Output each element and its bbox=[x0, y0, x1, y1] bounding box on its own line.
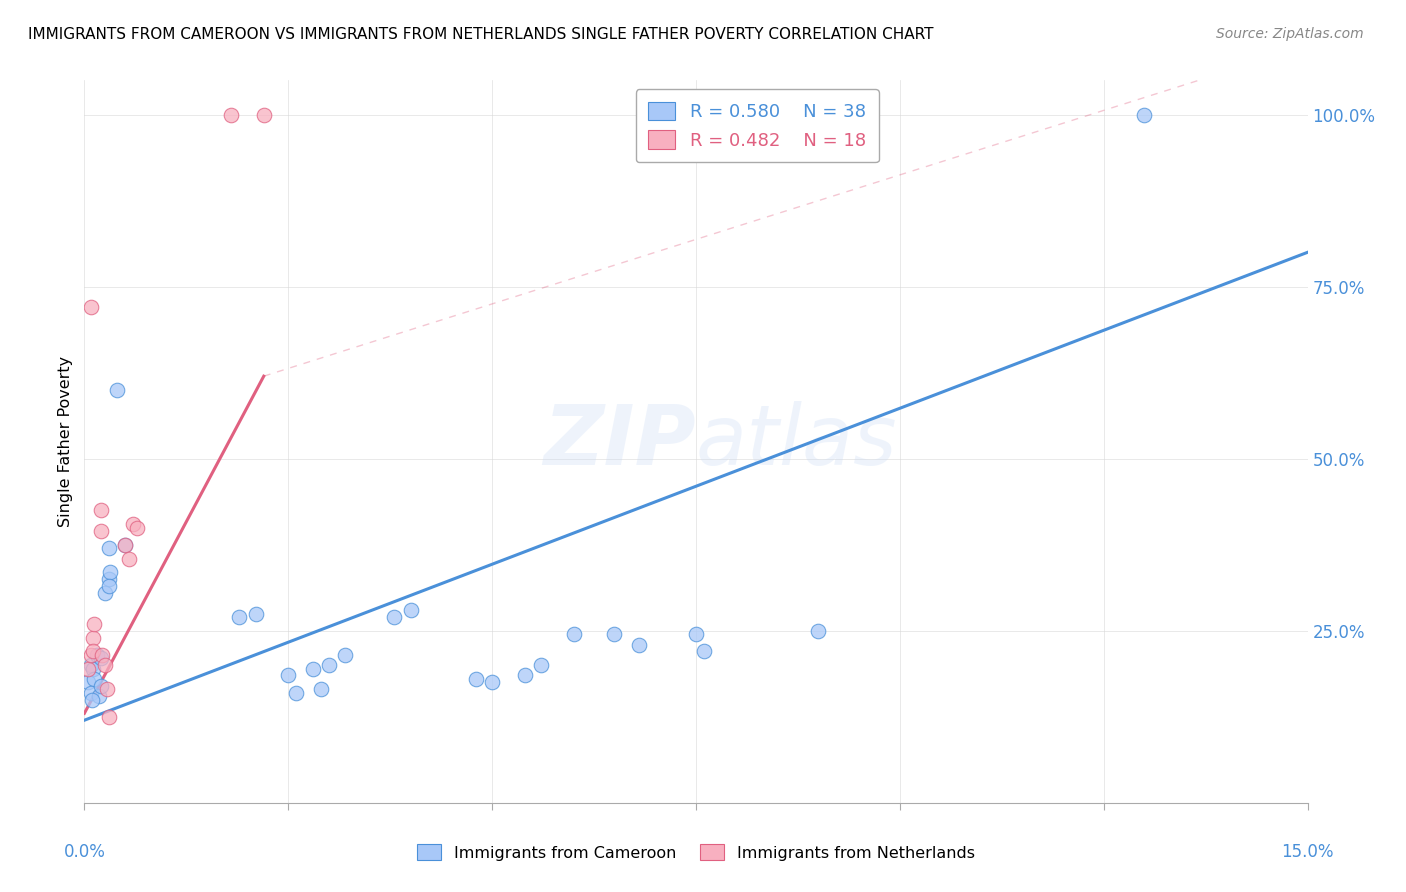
Point bbox=[285, 686, 308, 700]
Point bbox=[82, 644, 104, 658]
Point bbox=[277, 668, 299, 682]
Point bbox=[627, 638, 650, 652]
Point bbox=[105, 383, 128, 397]
Point bbox=[91, 648, 114, 662]
Point bbox=[118, 551, 141, 566]
Point bbox=[82, 662, 104, 676]
Point bbox=[114, 538, 136, 552]
Point bbox=[83, 672, 105, 686]
Point bbox=[399, 603, 422, 617]
Point bbox=[80, 686, 103, 700]
Point bbox=[90, 679, 112, 693]
Text: atlas: atlas bbox=[696, 401, 897, 482]
Point bbox=[77, 662, 100, 676]
Point bbox=[530, 658, 553, 673]
Text: 0.0%: 0.0% bbox=[63, 843, 105, 861]
Point bbox=[96, 682, 118, 697]
Point bbox=[80, 648, 103, 662]
Point bbox=[90, 524, 112, 538]
Point bbox=[481, 675, 503, 690]
Point bbox=[1133, 108, 1156, 122]
Point bbox=[318, 658, 340, 673]
Text: ZIP: ZIP bbox=[543, 401, 696, 482]
Point bbox=[127, 520, 149, 534]
Point bbox=[693, 644, 716, 658]
Point bbox=[97, 541, 120, 556]
Point bbox=[807, 624, 830, 638]
Point bbox=[90, 503, 112, 517]
Point bbox=[80, 301, 103, 315]
Point bbox=[80, 658, 103, 673]
Point bbox=[219, 108, 242, 122]
Point bbox=[82, 631, 104, 645]
Point bbox=[464, 672, 486, 686]
Point bbox=[301, 662, 323, 676]
Point bbox=[114, 538, 136, 552]
Point bbox=[382, 610, 405, 624]
Point bbox=[97, 710, 120, 724]
Legend: Immigrants from Cameroon, Immigrants from Netherlands: Immigrants from Cameroon, Immigrants fro… bbox=[411, 838, 981, 867]
Point bbox=[77, 675, 100, 690]
Point bbox=[513, 668, 536, 682]
Point bbox=[86, 648, 108, 662]
Point bbox=[97, 579, 120, 593]
Text: Source: ZipAtlas.com: Source: ZipAtlas.com bbox=[1216, 27, 1364, 41]
Point bbox=[245, 607, 267, 621]
Point bbox=[253, 108, 276, 122]
Point bbox=[228, 610, 250, 624]
Point bbox=[335, 648, 357, 662]
Point bbox=[90, 651, 112, 665]
Point bbox=[309, 682, 332, 697]
Point bbox=[83, 616, 105, 631]
Point bbox=[97, 572, 120, 586]
Text: 15.0%: 15.0% bbox=[1281, 843, 1334, 861]
Point bbox=[122, 517, 145, 532]
Point bbox=[93, 658, 115, 673]
Point bbox=[93, 586, 115, 600]
Point bbox=[562, 627, 585, 641]
Point bbox=[685, 627, 707, 641]
Point bbox=[100, 566, 122, 580]
Point bbox=[80, 692, 103, 706]
Point bbox=[603, 627, 626, 641]
Y-axis label: Single Father Poverty: Single Father Poverty bbox=[58, 356, 73, 527]
Text: IMMIGRANTS FROM CAMEROON VS IMMIGRANTS FROM NETHERLANDS SINGLE FATHER POVERTY CO: IMMIGRANTS FROM CAMEROON VS IMMIGRANTS F… bbox=[28, 27, 934, 42]
Point bbox=[87, 689, 110, 703]
